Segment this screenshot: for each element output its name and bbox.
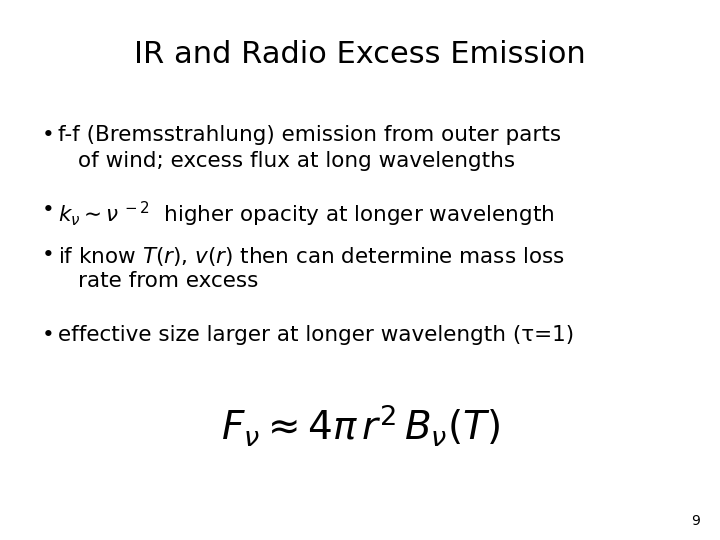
Text: $k_\nu \sim \nu^{\,-2}$  higher opacity at longer wavelength: $k_\nu \sim \nu^{\,-2}$ higher opacity a… xyxy=(58,200,554,229)
Text: rate from excess: rate from excess xyxy=(78,271,258,291)
Text: of wind; excess flux at long wavelengths: of wind; excess flux at long wavelengths xyxy=(78,151,515,171)
Text: •: • xyxy=(42,200,55,220)
Text: if know $T(r)$, $v(r)$ then can determine mass loss: if know $T(r)$, $v(r)$ then can determin… xyxy=(58,245,564,268)
Text: f-f (Bremsstrahlung) emission from outer parts: f-f (Bremsstrahlung) emission from outer… xyxy=(58,125,561,145)
Text: •: • xyxy=(42,245,55,265)
Text: IR and Radio Excess Emission: IR and Radio Excess Emission xyxy=(134,40,586,69)
Text: $F_{\nu} \approx 4\pi\, r^2\, B_{\nu}(T)$: $F_{\nu} \approx 4\pi\, r^2\, B_{\nu}(T)… xyxy=(220,402,500,448)
Text: •: • xyxy=(42,325,55,345)
Text: 9: 9 xyxy=(691,514,700,528)
Text: effective size larger at longer wavelength (τ=1): effective size larger at longer waveleng… xyxy=(58,325,574,345)
Text: •: • xyxy=(42,125,55,145)
